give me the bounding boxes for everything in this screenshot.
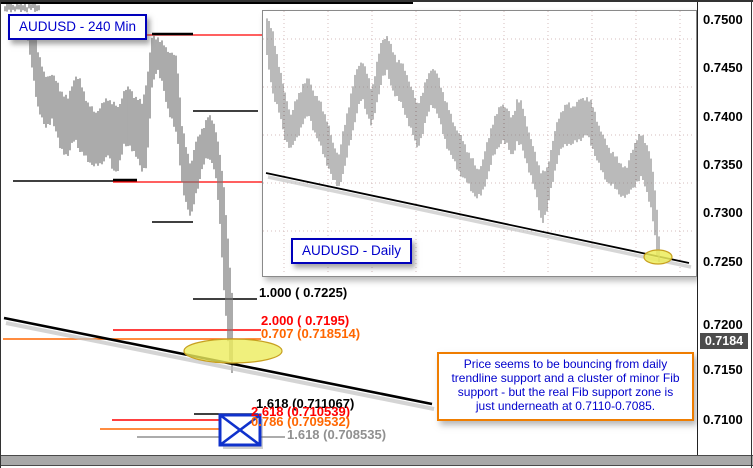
- fib-label[interactable]: 1.618 (0.708535): [287, 427, 387, 442]
- annotation-line: support - but the real Fib support zone …: [457, 384, 674, 399]
- axis-price-label: 0.7350: [703, 157, 743, 172]
- window-top-edge: [0, 0, 753, 2]
- annotation-line: trendline support and a cluster of minor…: [451, 370, 680, 385]
- axis-price-label: 0.7400: [703, 109, 743, 124]
- fib-label[interactable]: 1.000 ( 0.7225): [259, 285, 348, 300]
- axis-price-label: 0.7500: [703, 12, 743, 27]
- fib-label[interactable]: 0.786 (0.709532): [251, 414, 351, 429]
- fib-label[interactable]: 2.000 ( 0.7195): [261, 313, 350, 328]
- annotation-line: Price seems to be bouncing from daily: [463, 357, 668, 371]
- main-chart[interactable]: 1.000 ( 0.7225) 2.000 ( 0.7195) 0.707 (0.7…: [0, 0, 697, 455]
- bottom-scroll-strip: [0, 455, 753, 466]
- axis-price-label: 0.7250: [703, 254, 743, 269]
- main-chart-label: AUDUSD - 240 Min: [19, 19, 137, 34]
- window-left-edge: [0, 0, 1, 468]
- main-chart-label-box[interactable]: AUDUSD - 240 Min: [8, 14, 148, 40]
- price-axis[interactable]: 0.7500 0.7450 0.7400 0.7350 0.7300 0.7250 0.72…: [697, 0, 753, 455]
- fib-label[interactable]: 2.618 (0.710539): [251, 404, 351, 419]
- axis-price-label: 0.7450: [703, 60, 743, 75]
- fib-label[interactable]: 1.618 (0.711067): [256, 396, 355, 411]
- axis-price-label: 0.7150: [703, 362, 743, 377]
- bounce-highlight-ellipse[interactable]: [183, 338, 283, 364]
- annotation-box[interactable]: Price seems to be bouncing from daily tr…: [437, 352, 694, 421]
- axis-price-label: 0.7100: [703, 412, 743, 427]
- inset-chart-canvas: [263, 11, 694, 274]
- annotation-line: just underneath at 0.7110-0.7085.: [475, 398, 656, 413]
- fib-label[interactable]: 0.707 (0.718514): [261, 326, 361, 341]
- axis-price-label: 0.7300: [703, 205, 743, 220]
- inset-chart[interactable]: AUDUSD - Daily: [262, 10, 697, 277]
- current-price-badge: 0.7184: [700, 333, 748, 349]
- window-top-border: [0, 0, 413, 4]
- window-right-edge: [751, 0, 752, 468]
- axis-price-label: 0.7200: [703, 317, 743, 332]
- inset-bounce-highlight-ellipse[interactable]: [643, 249, 673, 265]
- inset-chart-label: AUDUSD - Daily: [302, 243, 402, 258]
- inset-chart-label-box[interactable]: AUDUSD - Daily: [291, 238, 413, 264]
- inset-trendline[interactable]: [265, 172, 690, 264]
